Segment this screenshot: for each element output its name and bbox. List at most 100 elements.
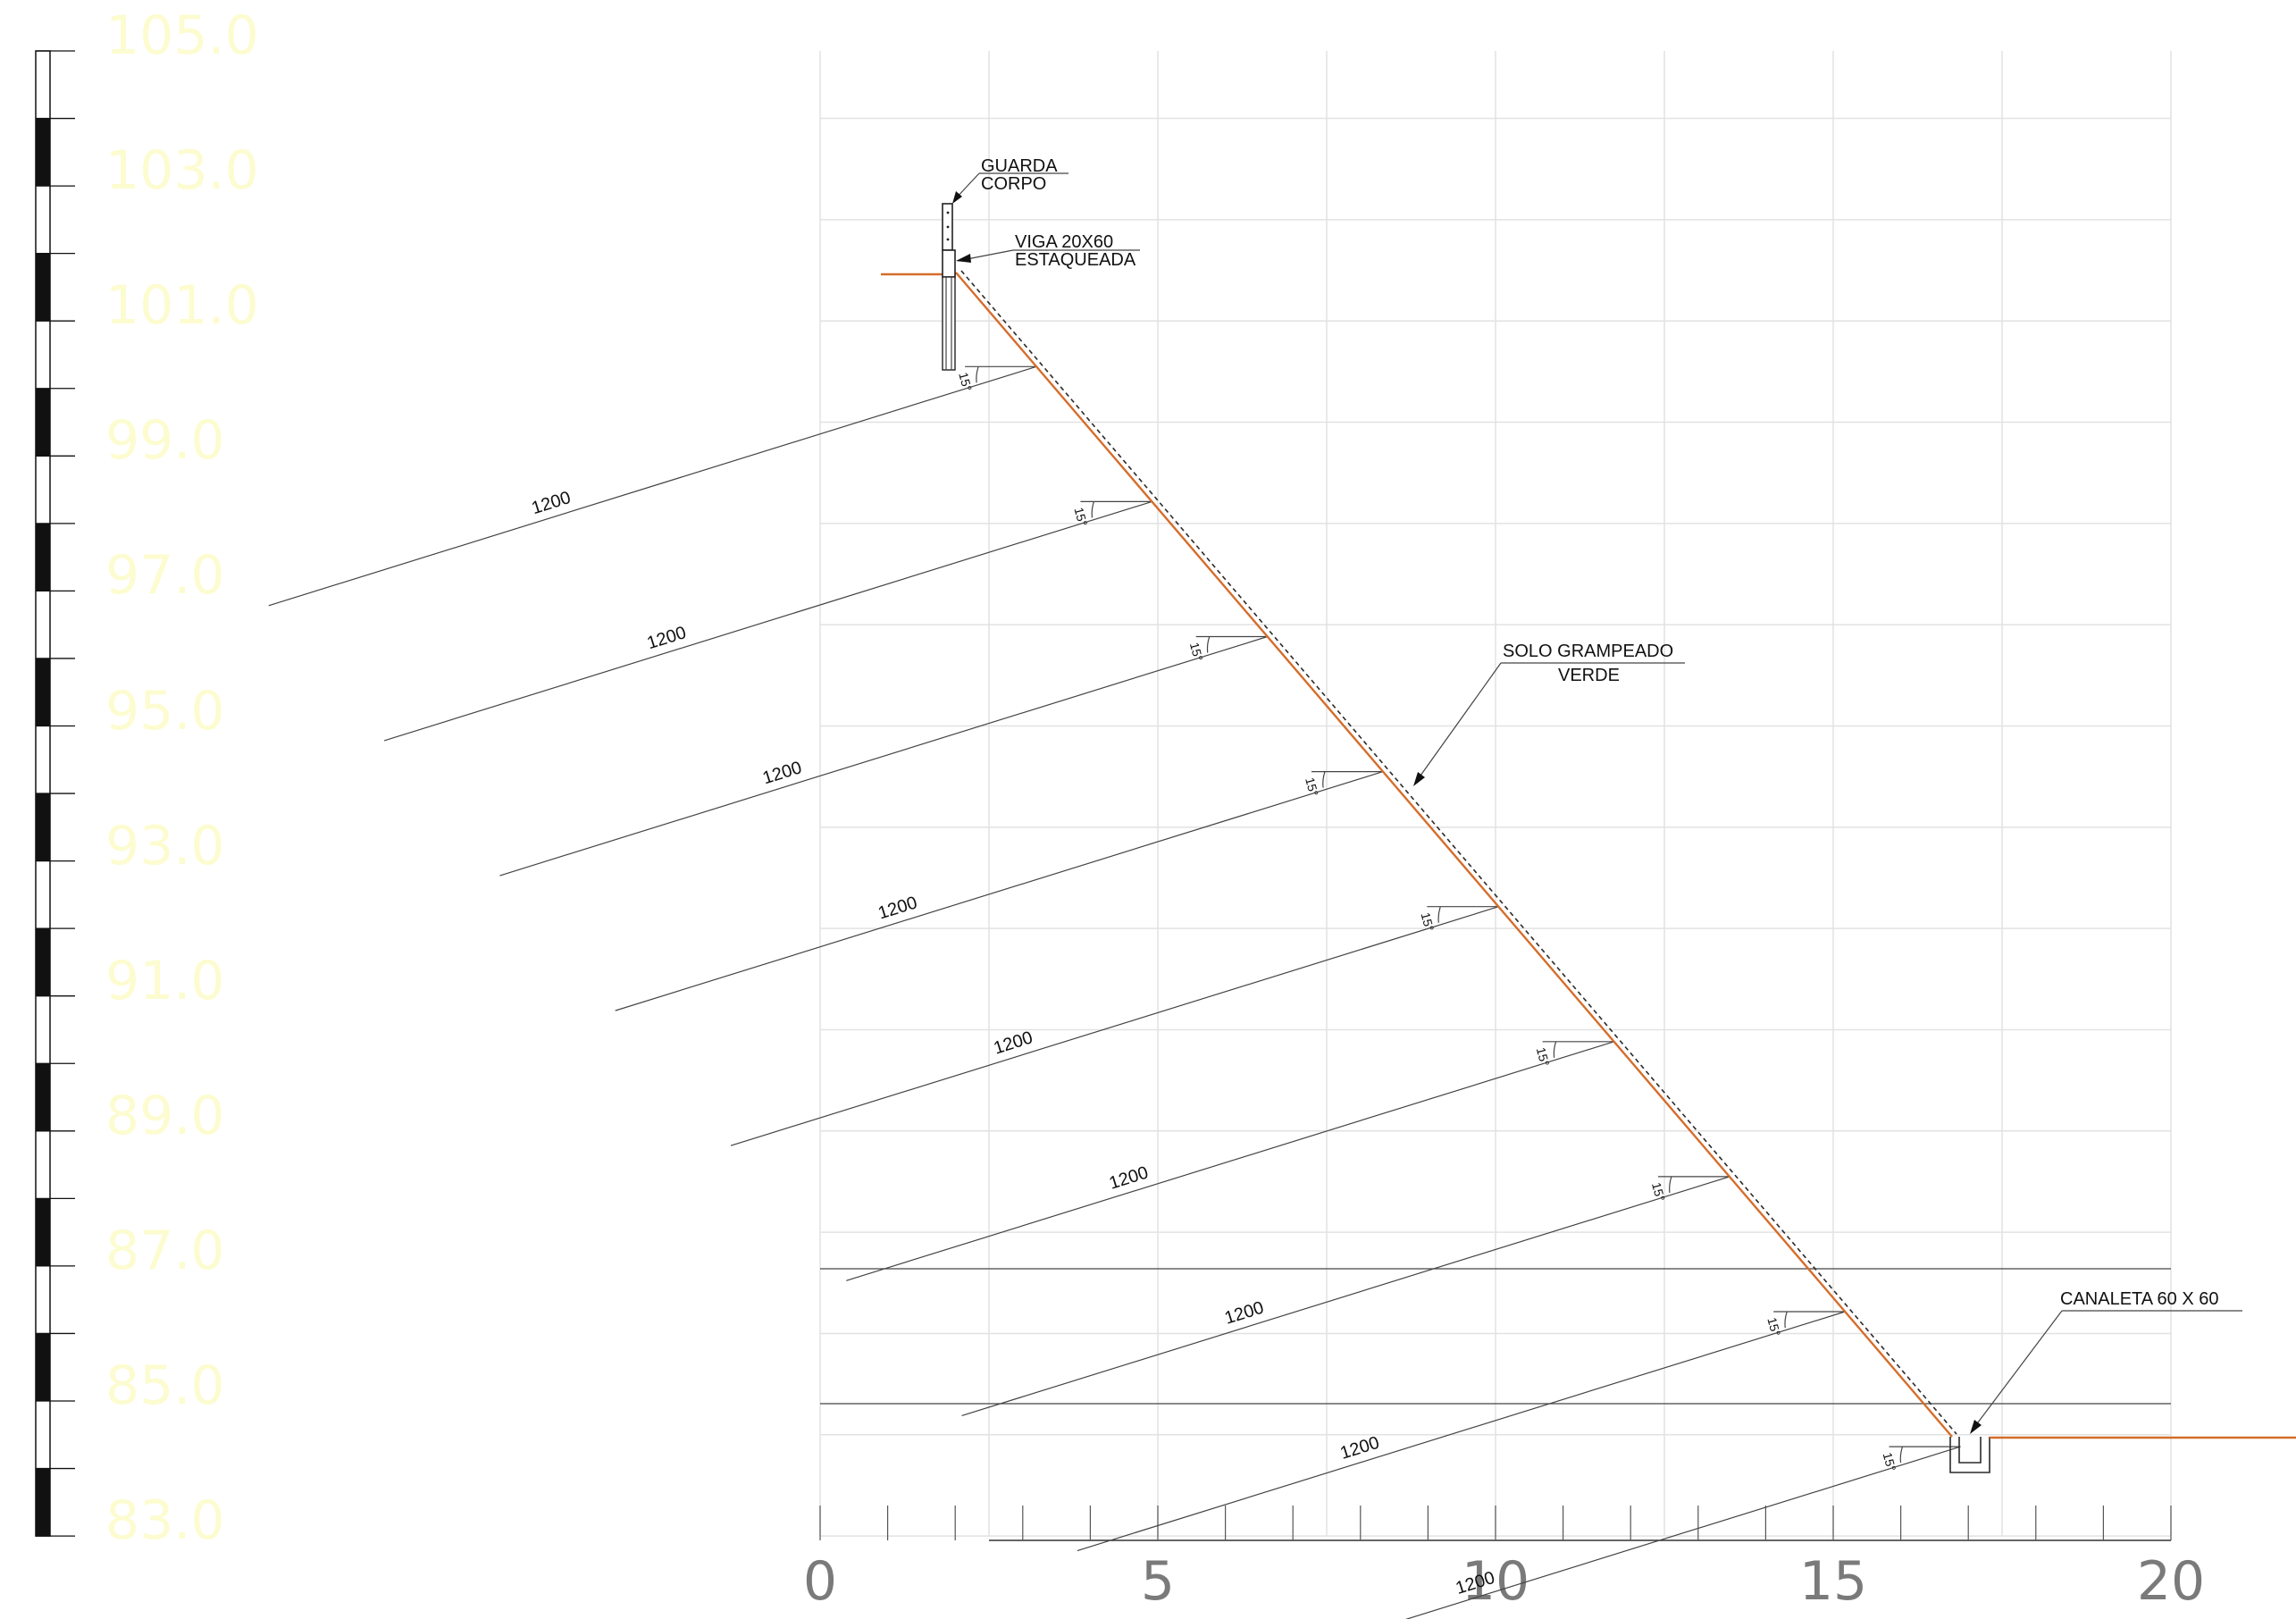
nail-length-label: 1200 (760, 758, 804, 788)
arrow-head-icon (1970, 1420, 1982, 1434)
angle-label: 15° (1303, 776, 1321, 798)
guard-rail-callout: GUARDA CORPO (952, 156, 1068, 204)
distance-label: 10 (1462, 1550, 1529, 1613)
angle-label: 15° (1881, 1451, 1899, 1473)
nail-line (961, 1176, 1730, 1416)
leader-line (1972, 1310, 2063, 1430)
arrow-head-icon (952, 191, 962, 204)
soil-nails: 15° 1200 15° 1200 15° 1200 15° 1200 15° 1200 15° 12… (268, 365, 1961, 1619)
angle-arc (976, 366, 979, 383)
elevation-bar-segment (36, 118, 50, 187)
elevation-label: 95.0 (105, 680, 225, 742)
elevation-label: 103.0 (105, 139, 259, 202)
soil-nail: 15° 1200 (499, 635, 1268, 877)
distance-label: 15 (1799, 1550, 1867, 1613)
soil-nail: 15° 1200 (615, 771, 1384, 1011)
soil-nail: 15° 1200 (268, 365, 1037, 607)
angle-label: 15° (1649, 1181, 1668, 1204)
channel-inner (1958, 1437, 1982, 1464)
nail-line (268, 365, 1037, 607)
beam-label: VIGA 20X60 (1015, 232, 1113, 252)
elevation-label: 89.0 (105, 1085, 225, 1147)
leader-line (1415, 662, 1502, 783)
slope-face (955, 270, 1957, 1438)
angle-arc (1322, 771, 1326, 788)
guard-rail-bolt (946, 211, 950, 214)
nail-length-label: 1200 (876, 893, 919, 923)
slope-line (955, 272, 1953, 1438)
elevation-bar-segment (36, 523, 50, 591)
soil-nail: 15°1200 (1404, 1446, 1961, 1619)
nail-length-label: 1200 (645, 623, 689, 653)
soil-nail: 15° 1200 (383, 500, 1152, 742)
guard-rail-label: GUARDA (981, 156, 1058, 176)
elevation-bar-segment (36, 253, 50, 322)
angle-arc (1669, 1176, 1672, 1193)
elevation-label: 87.0 (105, 1220, 225, 1282)
slope-callout: SOLO GRAMPEADO VERDE (1413, 642, 1685, 786)
nail-line (1404, 1446, 1961, 1619)
elevation-label: 101.0 (105, 274, 259, 337)
angle-label: 15° (1418, 910, 1437, 933)
angle-arc (1784, 1311, 1788, 1329)
nail-length-label: 1200 (1222, 1298, 1266, 1329)
angle-label: 15° (956, 371, 975, 393)
arrow-head-icon (1413, 772, 1425, 786)
angle-label: 15° (1187, 641, 1206, 663)
distance-label: 0 (803, 1550, 837, 1613)
nail-line (383, 500, 1152, 742)
elevation-label: 105.0 (105, 4, 259, 67)
beam-callout: VIGA 20X60 ESTAQUEADA (956, 232, 1140, 270)
angle-arc (1091, 501, 1094, 518)
elevation-bar-segment (36, 1063, 50, 1131)
slope-label: SOLO GRAMPEADO (1503, 642, 1673, 661)
elevation-bar-segment (36, 928, 50, 996)
nail-length-label: 1200 (1338, 1433, 1382, 1464)
elevation-label: 91.0 (105, 950, 225, 1012)
beam-label: ESTAQUEADA (1015, 250, 1136, 270)
elevation-bar-segment (36, 1333, 50, 1401)
nail-line (615, 771, 1384, 1011)
angle-arc (1437, 906, 1441, 923)
nail-line (846, 1041, 1614, 1281)
nail-length-label: 1200 (1107, 1162, 1151, 1193)
arrow-head-icon (956, 254, 971, 263)
angle-arc (1899, 1446, 1904, 1464)
soil-nail: 15° 1200 (730, 906, 1499, 1146)
nail-length-label: 1200 (529, 488, 573, 518)
elevation-bar-segment (36, 1198, 50, 1266)
beam-piles (942, 276, 956, 371)
elevation-labels: 105.0 103.0 101.0 99.0 97.0 95.0 93.0 91… (105, 4, 259, 1552)
guard-rail-label: CORPO (981, 174, 1046, 194)
angle-arc (1206, 636, 1211, 653)
elevation-bar-segment (36, 1468, 50, 1537)
distance-label: 20 (2137, 1550, 2205, 1613)
slope-label: VERDE (1558, 666, 1620, 685)
elevation-label: 99.0 (105, 409, 225, 472)
angle-arc (1553, 1041, 1557, 1058)
angle-label: 15° (1072, 506, 1091, 528)
angle-label: 15° (1534, 1045, 1553, 1068)
angle-label: 15° (1764, 1316, 1783, 1338)
elevation-label: 97.0 (105, 544, 225, 607)
beam-and-guardrail (942, 203, 956, 371)
elevation-scale-bar (35, 50, 75, 1537)
drainage-channel (1949, 1436, 2296, 1473)
nail-line (1077, 1311, 1846, 1552)
channel-callout: CANALETA 60 X 60 (1970, 1289, 2242, 1434)
distance-scale-bar (819, 1506, 2172, 1541)
guard-rail-bolt (946, 238, 950, 241)
nail-line (499, 635, 1268, 877)
distance-label: 5 (1141, 1550, 1175, 1613)
nail-line (730, 906, 1499, 1146)
grid (819, 51, 2172, 1537)
slope-facing-line (960, 270, 1957, 1435)
elevation-label: 83.0 (105, 1489, 225, 1552)
guard-rail-bolt (946, 225, 950, 229)
nail-length-label: 1200 (992, 1028, 1035, 1058)
soil-nail: 15° 1200 (961, 1176, 1730, 1416)
elevation-bar-segment (36, 658, 50, 726)
channel-outline (1949, 1437, 1990, 1473)
soil-nail: 15° 1200 (1077, 1311, 1846, 1552)
